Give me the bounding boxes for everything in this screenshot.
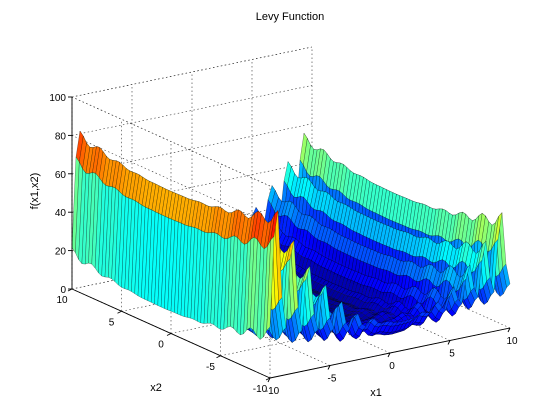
x1-tick-label: -10 xyxy=(265,386,280,397)
x2-tick-mark xyxy=(166,333,172,336)
x1-tick-mark xyxy=(327,365,331,370)
grid-line xyxy=(71,96,271,187)
x2-tick-mark xyxy=(117,310,122,314)
x1-tick-label: 0 xyxy=(389,361,395,372)
x1-tick-mark xyxy=(447,340,451,345)
x1-tick-label: 10 xyxy=(506,336,518,347)
z-tick-label: 60 xyxy=(55,170,67,181)
z-tick-label: 20 xyxy=(55,247,67,258)
z-axis-label: f(x1,x2) xyxy=(29,173,41,210)
surface-plot xyxy=(71,130,511,344)
x2-tick-mark xyxy=(265,377,271,381)
x2-axis-label: x2 xyxy=(150,382,162,394)
x2-tick-mark xyxy=(216,355,221,359)
z-tick-label: 0 xyxy=(60,285,66,296)
grid-line xyxy=(71,135,271,225)
grid-line xyxy=(71,85,313,136)
x2-tick-label: -5 xyxy=(206,362,215,373)
x1-axis-label: x1 xyxy=(370,387,382,399)
x1-tick-label: -5 xyxy=(328,374,337,385)
z-tick-label: 100 xyxy=(49,93,66,104)
surface-patch xyxy=(266,236,275,331)
x1-tick-mark xyxy=(507,327,511,333)
x2-tick-label: 10 xyxy=(56,295,68,306)
chart-title: Levy Function xyxy=(256,11,324,23)
z-tick-label: 40 xyxy=(55,208,67,219)
x2-tick-label: 5 xyxy=(109,317,115,328)
grid-line xyxy=(71,46,313,98)
x1-tick-label: 5 xyxy=(449,349,455,360)
x1-tick-mark xyxy=(387,352,391,358)
x2-tick-label: -10 xyxy=(253,384,268,395)
x2-tick-label: 0 xyxy=(158,340,164,351)
z-tick-label: 80 xyxy=(55,131,67,142)
